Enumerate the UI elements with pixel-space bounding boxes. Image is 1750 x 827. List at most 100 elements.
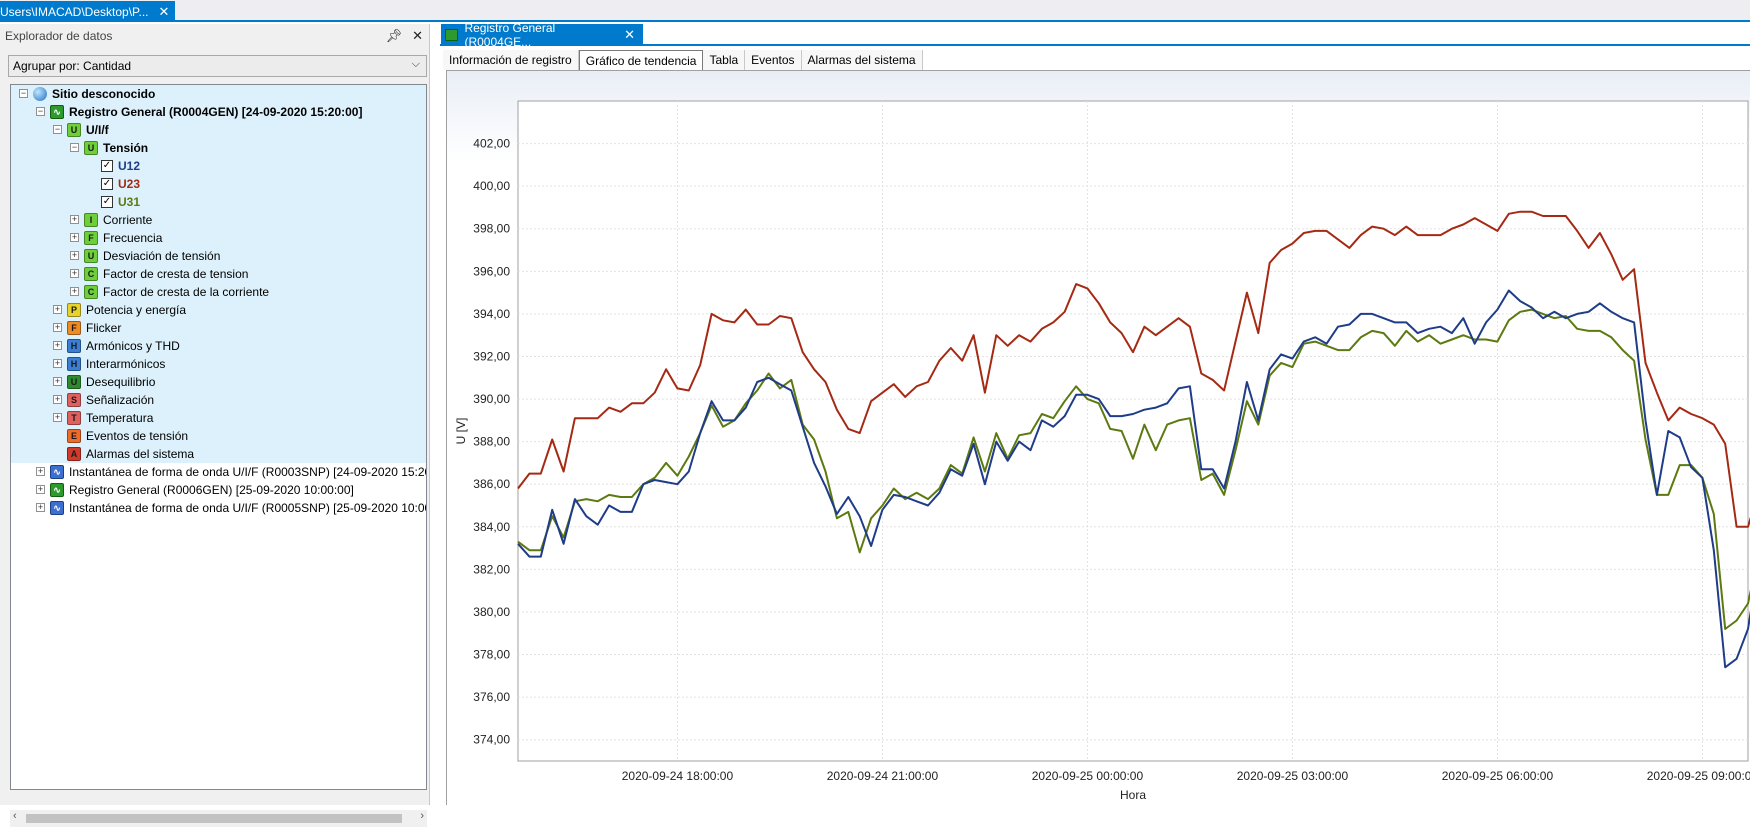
quantity-icon: U bbox=[84, 249, 98, 263]
tree-node-label: Desequilibrio bbox=[86, 375, 156, 389]
x-tick-label: 2020-09-25 09:00:00 bbox=[1647, 769, 1750, 783]
close-panel-icon[interactable]: ✕ bbox=[412, 28, 423, 43]
tree-node-label: Frecuencia bbox=[103, 231, 163, 245]
checkbox[interactable]: ✓ bbox=[101, 160, 113, 172]
chart-icon bbox=[445, 28, 459, 41]
tree-node[interactable]: − Sitio desconocido bbox=[11, 85, 426, 103]
expand-icon[interactable]: + bbox=[53, 340, 62, 350]
tree-node-label: Tensión bbox=[103, 141, 149, 155]
expand-icon[interactable]: + bbox=[53, 358, 62, 368]
quantity-icon: I bbox=[84, 213, 98, 227]
tree-node[interactable]: + F Flicker bbox=[11, 319, 426, 337]
quantity-icon: P bbox=[67, 303, 81, 317]
tab-alarmas-del-sistema[interactable]: Alarmas del sistema bbox=[801, 50, 923, 70]
scrollbar-thumb[interactable] bbox=[26, 814, 402, 823]
tree-node[interactable]: + U Desequilibrio bbox=[11, 373, 426, 391]
scroll-left-icon[interactable]: ‹ bbox=[13, 810, 17, 822]
tree-node[interactable]: + H Interarmónicos bbox=[11, 355, 426, 373]
tree-node-label: Instantánea de forma de onda U/I/F (R000… bbox=[69, 465, 427, 479]
chart-icon: ∿ bbox=[50, 483, 64, 497]
y-tick-label: 394,00 bbox=[473, 307, 510, 321]
group-by-select[interactable]: Agrupar por: Cantidad ⌵ bbox=[8, 55, 427, 77]
series-line-u31[interactable] bbox=[517, 308, 1750, 630]
horizontal-scrollbar[interactable]: ‹ › bbox=[10, 810, 427, 827]
tab-eventos[interactable]: Eventos bbox=[745, 50, 802, 70]
quantity-icon: F bbox=[67, 321, 81, 335]
data-tree[interactable]: − Sitio desconocido − ∿ Registro General (R0… bbox=[10, 84, 427, 790]
tree-node-label: Factor de cresta de la corriente bbox=[103, 285, 270, 299]
expand-icon[interactable]: + bbox=[70, 214, 79, 224]
tree-node[interactable]: ✓ U31 bbox=[11, 193, 426, 211]
expand-icon[interactable]: + bbox=[53, 412, 62, 422]
tree-node-label: Armónicos y THD bbox=[86, 339, 180, 353]
scroll-right-icon[interactable]: › bbox=[420, 810, 424, 822]
tree-node[interactable]: ✓ U12 bbox=[11, 157, 426, 175]
tree-node-label: Eventos de tensión bbox=[86, 429, 189, 443]
tree-node[interactable]: − U U/I/f bbox=[11, 121, 426, 139]
tree-node[interactable]: + I Corriente bbox=[11, 211, 426, 229]
expand-icon[interactable]: + bbox=[70, 232, 79, 242]
tree-node-label: Registro General (R0004GEN) [24-09-2020 … bbox=[69, 105, 363, 119]
tree-node[interactable]: + C Factor de cresta de la corriente bbox=[11, 283, 426, 301]
expand-icon[interactable]: + bbox=[70, 268, 79, 278]
panel-header: Explorador de datos 📌︎ ✕ bbox=[0, 24, 429, 48]
collapse-icon[interactable]: − bbox=[53, 124, 62, 134]
tree-node[interactable]: + S Señalización bbox=[11, 391, 426, 409]
collapse-icon[interactable]: − bbox=[36, 106, 45, 116]
tree-node[interactable]: + ∿ Instantánea de forma de onda U/I/F (R0… bbox=[11, 463, 427, 481]
tree-node[interactable]: + U Desviación de tensión bbox=[11, 247, 426, 265]
tree-node[interactable]: E Eventos de tensión bbox=[11, 427, 426, 445]
expand-icon[interactable]: + bbox=[70, 286, 79, 296]
tree-node-label: U12 bbox=[118, 159, 141, 173]
tree-node[interactable]: + ∿ Registro General (R0006GEN) [25-09-202… bbox=[11, 481, 426, 499]
document-tab[interactable]: Users\IMACAD\Desktop\P... ✕ bbox=[0, 1, 176, 20]
y-tick-label: 380,00 bbox=[473, 605, 510, 619]
expand-icon[interactable]: + bbox=[53, 304, 62, 314]
tree-node[interactable]: − U Tensión bbox=[11, 139, 426, 157]
expand-icon[interactable]: + bbox=[53, 376, 62, 386]
plot-area bbox=[517, 100, 1749, 762]
tab-gráfico-de-tendencia[interactable]: Gráfico de tendencia bbox=[578, 50, 704, 70]
expand-icon[interactable]: + bbox=[53, 322, 62, 332]
tree-node[interactable]: + P Potencia y energía bbox=[11, 301, 426, 319]
tree-node[interactable]: + T Temperatura bbox=[11, 409, 426, 427]
expand-icon[interactable]: + bbox=[36, 466, 45, 476]
tree-node[interactable]: + C Factor de cresta de tension bbox=[11, 265, 426, 283]
tree-node[interactable]: + ∿ Instantánea de forma de onda U/I/F (R0… bbox=[11, 499, 426, 517]
waveform-icon: ∿ bbox=[50, 465, 64, 479]
tree-node[interactable]: − ∿ Registro General (R0004GEN) [24-09-202… bbox=[11, 103, 426, 121]
pin-icon[interactable]: 📌︎ bbox=[385, 28, 403, 43]
tab-tabla[interactable]: Tabla bbox=[703, 50, 746, 70]
series-line-u23[interactable] bbox=[517, 210, 1750, 528]
close-icon[interactable]: ✕ bbox=[158, 4, 170, 19]
tree-node-label: Desviación de tensión bbox=[103, 249, 221, 263]
tree-node[interactable]: + H Armónicos y THD bbox=[11, 337, 426, 355]
tree-node-label: Corriente bbox=[103, 213, 153, 227]
tree-node[interactable]: ✓ U23 bbox=[11, 175, 426, 193]
quantity-icon: T bbox=[67, 411, 81, 425]
tree-node-label: Factor de cresta de tension bbox=[103, 267, 249, 281]
expand-icon[interactable]: + bbox=[53, 394, 62, 404]
series-line-u12[interactable] bbox=[517, 289, 1750, 669]
x-tick-label: 2020-09-24 18:00:00 bbox=[622, 769, 734, 783]
tree-node[interactable]: + F Frecuencia bbox=[11, 229, 426, 247]
collapse-icon[interactable]: − bbox=[70, 142, 79, 152]
checkbox[interactable]: ✓ bbox=[101, 196, 113, 208]
y-tick-label: 384,00 bbox=[473, 520, 510, 534]
expand-icon[interactable]: + bbox=[70, 250, 79, 260]
y-tick-label: 386,00 bbox=[473, 477, 510, 491]
x-tick-label: 2020-09-24 21:00:00 bbox=[827, 769, 939, 783]
expand-icon[interactable]: + bbox=[36, 502, 45, 512]
close-icon[interactable]: ✕ bbox=[624, 26, 635, 42]
record-tab[interactable]: Registro General (R0004GE... ✕ bbox=[441, 21, 643, 49]
y-tick-label: 390,00 bbox=[473, 392, 510, 406]
tab-información-de-registro[interactable]: Información de registro bbox=[443, 50, 579, 70]
collapse-icon[interactable]: − bbox=[19, 88, 28, 98]
tree-node-label: U/I/f bbox=[86, 123, 109, 137]
chevron-down-icon[interactable]: ⌵ bbox=[411, 58, 420, 70]
tree-node[interactable]: A Alarmas del sistema bbox=[11, 445, 426, 463]
quantity-icon: A bbox=[67, 447, 81, 461]
expand-icon[interactable]: + bbox=[36, 484, 45, 494]
trend-chart[interactable]: 402,00 400,00 398,00 396,00 394,00 392,00 390,… bbox=[447, 71, 1750, 806]
checkbox[interactable]: ✓ bbox=[101, 178, 113, 190]
